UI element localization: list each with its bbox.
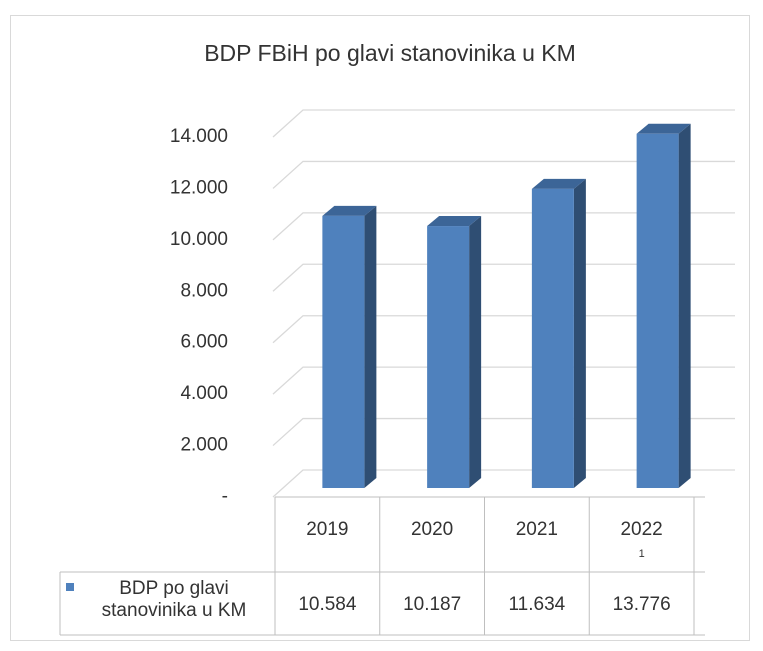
grid-line: [272, 315, 735, 344]
bar-face: [322, 215, 365, 488]
bar-face: [427, 216, 482, 227]
y-tick-label: -: [222, 486, 228, 507]
bar: [427, 216, 482, 488]
data-table-value: 13.776: [613, 594, 671, 615]
legend-label: BDP po glavi stanovinika u KM: [101, 578, 247, 621]
data-table-value: 10.584: [298, 594, 357, 615]
bar-face: [469, 216, 482, 488]
data-table-value: 10.187: [403, 594, 461, 615]
y-tick-label: 8.000: [180, 280, 228, 301]
grid-line: [272, 109, 735, 138]
x-tick-label: 2020: [411, 519, 453, 540]
y-tick-label: 6.000: [180, 332, 228, 353]
y-tick-label: 12.000: [170, 177, 228, 198]
bar-face: [678, 123, 691, 488]
bar-face: [427, 226, 470, 488]
y-tick-label: 10.000: [170, 229, 228, 250]
x-tick-label: 2021: [516, 519, 558, 540]
bar-face: [364, 205, 377, 488]
bar: [636, 123, 691, 488]
bar-face: [531, 178, 586, 189]
y-tick-label: 14.000: [170, 126, 228, 147]
y-tick-label: 4.000: [180, 383, 228, 404]
grid-line: [272, 469, 735, 498]
grid-line: [272, 212, 735, 241]
grid-line: [272, 417, 735, 447]
bar-face: [322, 205, 377, 216]
chart-title: BDP FBiH po glavi stanovinika u KM: [204, 40, 576, 66]
bar: [531, 178, 586, 488]
x-tick-label: 2019: [306, 519, 348, 540]
grid-line: [272, 160, 735, 189]
bar-face: [636, 123, 691, 134]
bar: [322, 205, 377, 488]
x-tick-label: 2022: [620, 519, 662, 540]
data-table-value: 11.634: [509, 594, 566, 615]
bar-face: [573, 178, 586, 488]
category-footnote: 1: [639, 548, 645, 560]
grid-line: [272, 366, 735, 395]
bar-face: [636, 133, 679, 488]
legend-swatch: [66, 583, 74, 591]
y-tick-label: 2.000: [180, 435, 228, 456]
bar-face: [531, 188, 574, 488]
grid-line: [272, 263, 735, 292]
